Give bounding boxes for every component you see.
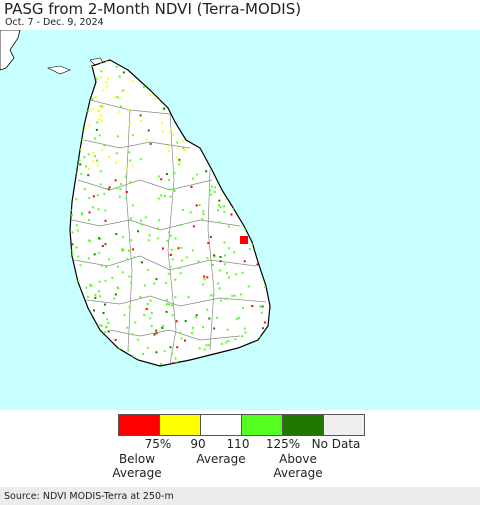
legend-swatch-3 (242, 415, 283, 435)
legend-swatch-5 (324, 415, 364, 435)
date-range: Oct. 7 - Dec. 9, 2024 (5, 17, 104, 28)
east-coast-deficit-patch (240, 236, 248, 244)
footer-bar (0, 487, 480, 505)
legend-below-average: Below Average (112, 452, 162, 480)
legend-tick-3: 125% (265, 437, 301, 451)
district-boundaries (71, 99, 267, 365)
legend-tick-4: No Data (311, 437, 361, 451)
legend-swatch-1 (160, 415, 201, 435)
legend-swatch-4 (283, 415, 324, 435)
legend-colorbar (118, 414, 365, 436)
legend-above-average: Above Average (273, 452, 323, 480)
legend-tick-2: 110 (226, 437, 250, 451)
map-title: PASG from 2-Month NDVI (Terra-MODIS) (4, 0, 302, 18)
legend-average: Average (196, 452, 246, 466)
legend-tick-1: 90 (190, 437, 206, 451)
sri-lanka-landmass (69, 59, 271, 367)
source-note: Source: NDVI MODIS-Terra at 250-m (4, 491, 174, 502)
legend-tick-0: 75% (144, 437, 172, 451)
legend-swatch-2 (201, 415, 242, 435)
legend-swatch-0 (119, 415, 160, 435)
jaffna-islands (47, 65, 71, 75)
ndvi-map (0, 30, 480, 410)
india-landmass (0, 30, 21, 71)
